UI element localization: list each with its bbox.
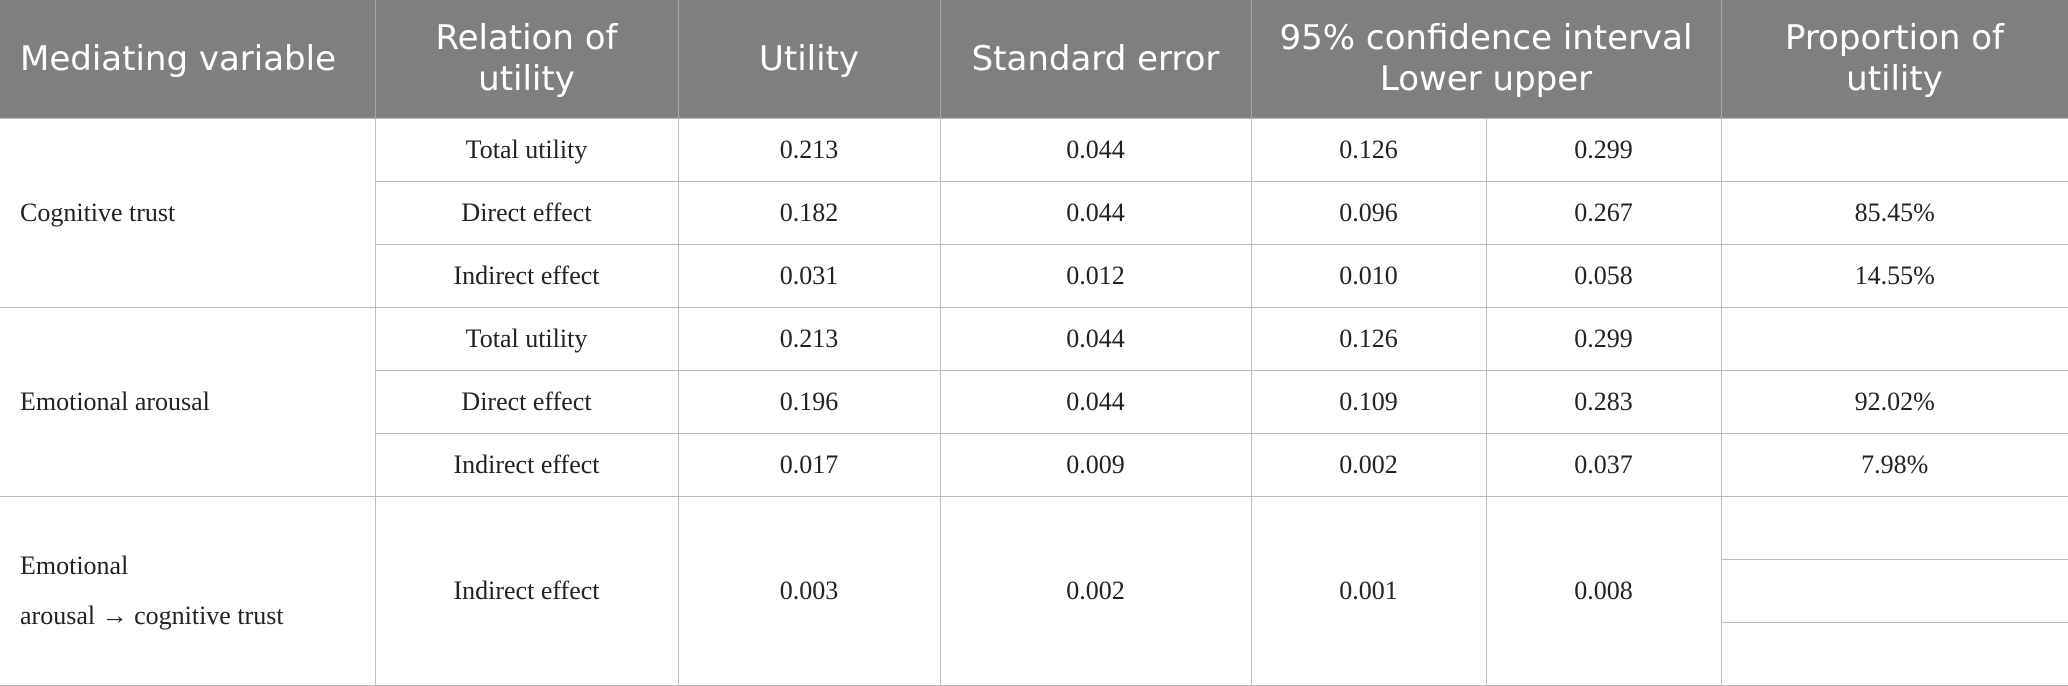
group-label: Cognitive trust [0, 118, 376, 308]
header-cell: Relation of utility [375, 0, 679, 119]
cell: 0.196 [677, 370, 941, 434]
cell: 0.003 [677, 496, 941, 686]
cell: 0.044 [939, 307, 1252, 371]
cell: 7.98% [1720, 433, 2068, 497]
cell [1720, 307, 2068, 371]
cell: Indirect effect [374, 433, 679, 497]
cell: 0.002 [939, 496, 1252, 686]
cell: 0.010 [1250, 244, 1487, 308]
cell: 0.002 [1250, 433, 1487, 497]
cell: Total utility [374, 118, 679, 182]
cell [1720, 496, 2068, 560]
cell: 0.058 [1485, 244, 1722, 308]
table-row: Cognitive trust Total utility 0.213 0.044 0.… [0, 118, 2068, 308]
cell: Indirect effect [374, 496, 679, 686]
table-row [0, 559, 2068, 623]
cell: 0.267 [1485, 181, 1722, 245]
cell: Indirect effect [374, 244, 679, 308]
table-row: Indirect effect 0.031 0.012 0.010 0.058 14.55… [0, 244, 2068, 308]
cell [1720, 622, 2068, 686]
header-cell: Utility [678, 0, 941, 119]
cell: 0.109 [1250, 370, 1487, 434]
text-line: Emotional arousal [20, 387, 210, 416]
header-row: Mediating variable Relation of utility Uti… [0, 0, 2068, 119]
cell: 0.001 [1250, 496, 1487, 686]
cell: 0.037 [1485, 433, 1722, 497]
header-cell: 95% confidence interval Lower upper [1251, 0, 1722, 119]
text-line: 95% confidence interval [1279, 18, 1693, 58]
table-row [0, 622, 2068, 686]
cell: 0.299 [1485, 307, 1722, 371]
cell: 0.044 [939, 118, 1252, 182]
cell: 0.213 [677, 118, 941, 182]
cell: Direct effect [374, 181, 679, 245]
cell: 0.126 [1250, 307, 1487, 371]
table-row: Direct effect 0.196 0.044 0.109 0.283 92.02% [0, 370, 2068, 434]
cell: Direct effect [374, 370, 679, 434]
cell: 0.182 [677, 181, 941, 245]
cell: 0.009 [939, 433, 1252, 497]
cell [1720, 118, 2068, 182]
group-label: Emotional arousal → cognitive trust [0, 496, 376, 686]
table-row: Indirect effect 0.017 0.009 0.002 0.037 7.98% [0, 433, 2068, 497]
table-body: Cognitive trust Total utility 0.213 0.044 0.… [0, 118, 2068, 686]
cell: 0.008 [1485, 496, 1722, 686]
header-cell: Proportion of utility [1721, 0, 2068, 119]
cell: 0.299 [1485, 118, 1722, 182]
cell: 0.126 [1250, 118, 1487, 182]
cell: 0.031 [677, 244, 941, 308]
cell: Total utility [374, 307, 679, 371]
cell [1720, 559, 2068, 623]
cell: 0.096 [1250, 181, 1487, 245]
table-row: Emotional arousal → cognitive trust Indire… [0, 496, 2068, 686]
cell: 0.017 [677, 433, 941, 497]
header-cell: Standard error [940, 0, 1252, 119]
cell: 0.012 [939, 244, 1252, 308]
table-row: Emotional arousal Total utility 0.213 0.044… [0, 307, 2068, 497]
text-line: Cognitive trust [20, 198, 176, 227]
group-label: Emotional arousal [0, 307, 376, 497]
cell: 92.02% [1720, 370, 2068, 434]
text-line: Lower upper [1379, 59, 1593, 99]
cell: 85.45% [1720, 181, 2068, 245]
cell: 0.044 [939, 181, 1252, 245]
cell: 0.213 [677, 307, 941, 371]
cell: 0.044 [939, 370, 1252, 434]
text-line: arousal → cognitive trust [20, 601, 284, 630]
cell: 14.55% [1720, 244, 2068, 308]
text-line: Emotional [20, 551, 129, 580]
cell: 0.283 [1485, 370, 1722, 434]
header-cell: Mediating variable [0, 0, 376, 119]
